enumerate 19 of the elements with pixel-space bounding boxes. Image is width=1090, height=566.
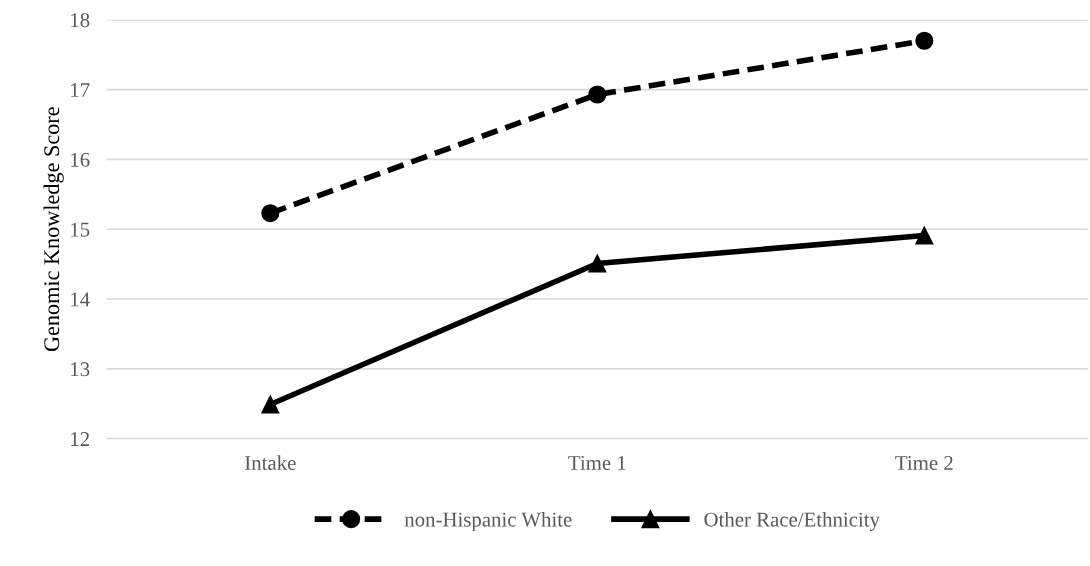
x-tick-label: Intake bbox=[245, 455, 296, 470]
point bbox=[588, 254, 607, 273]
point bbox=[588, 85, 607, 104]
legend-label: non-Hispanic White bbox=[404, 511, 572, 531]
y-tick-label: 15 bbox=[71, 222, 90, 237]
y-tick-label: 13 bbox=[71, 362, 90, 377]
legend-label: Other Race/Ethnicity bbox=[704, 511, 880, 531]
y-tick-label: 17 bbox=[71, 83, 90, 97]
y-tick-label: 14 bbox=[71, 292, 90, 307]
point bbox=[261, 395, 280, 414]
y-tick-label: 12 bbox=[71, 432, 89, 446]
x-tick-label: Time 2 bbox=[895, 455, 953, 470]
y-tick-label: 16 bbox=[71, 152, 90, 167]
x-tick-label: Time 1 bbox=[568, 455, 626, 470]
point bbox=[915, 226, 934, 245]
point bbox=[915, 31, 934, 50]
point bbox=[261, 204, 280, 223]
y-tick-label: 18 bbox=[71, 13, 90, 28]
y-axis-title: Genomic Knowledge Score bbox=[43, 107, 64, 352]
